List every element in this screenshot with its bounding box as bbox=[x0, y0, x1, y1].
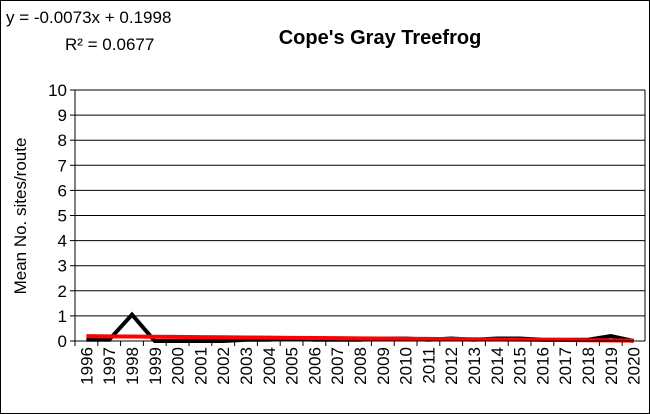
x-tick-label: 2008 bbox=[351, 347, 370, 385]
x-tick-label: 2003 bbox=[237, 347, 256, 385]
y-tick-label: 6 bbox=[58, 181, 67, 200]
x-tick-label: 2015 bbox=[511, 347, 530, 385]
x-tick-label: 2006 bbox=[305, 347, 324, 385]
y-tick-label: 4 bbox=[58, 232, 67, 251]
x-tick-label: 2002 bbox=[214, 347, 233, 385]
x-tick-label: 2013 bbox=[465, 347, 484, 385]
y-tick-label: 9 bbox=[58, 106, 67, 125]
x-tick-label: 2017 bbox=[556, 347, 575, 385]
y-tick-label: 2 bbox=[58, 282, 67, 301]
x-tick-label: 2019 bbox=[602, 347, 621, 385]
x-tick-label: 2020 bbox=[625, 347, 644, 385]
x-tick-label: 1998 bbox=[123, 347, 142, 385]
y-axis-label: Mean No. sites/route bbox=[11, 138, 30, 295]
y-tick-label: 10 bbox=[48, 81, 67, 100]
x-tick-label: 2010 bbox=[397, 347, 416, 385]
x-tick-label: 2016 bbox=[533, 347, 552, 385]
y-tick-label: 5 bbox=[58, 207, 67, 226]
y-tick-label: 7 bbox=[58, 156, 67, 175]
trend-line bbox=[86, 334, 634, 343]
x-tick-label: 2007 bbox=[328, 347, 347, 385]
x-tick-label: 1999 bbox=[146, 347, 165, 385]
chart-title: Cope's Gray Treefrog bbox=[279, 27, 482, 49]
x-tick-label: 2018 bbox=[579, 347, 598, 385]
x-tick-label: 2009 bbox=[374, 347, 393, 385]
y-tick-label: 1 bbox=[58, 307, 67, 326]
x-tick-label: 1997 bbox=[100, 347, 119, 385]
y-tick-label: 8 bbox=[58, 131, 67, 150]
x-tick-label: 1996 bbox=[77, 347, 96, 385]
x-tick-label: 2011 bbox=[419, 347, 438, 384]
x-tick-label: 2005 bbox=[283, 347, 302, 385]
y-tick-label: 0 bbox=[58, 332, 67, 351]
trend-r2: R² = 0.0677 bbox=[65, 35, 154, 54]
x-tick-label: 2014 bbox=[488, 347, 507, 385]
x-tick-label: 2004 bbox=[260, 347, 279, 385]
y-tick-label: 3 bbox=[58, 257, 67, 276]
x-tick-label: 2000 bbox=[169, 347, 188, 385]
x-tick-label: 2001 bbox=[191, 347, 210, 385]
x-tick-label: 2012 bbox=[442, 347, 461, 385]
trend-equation: y = -0.0073x + 0.1998 bbox=[6, 8, 171, 27]
